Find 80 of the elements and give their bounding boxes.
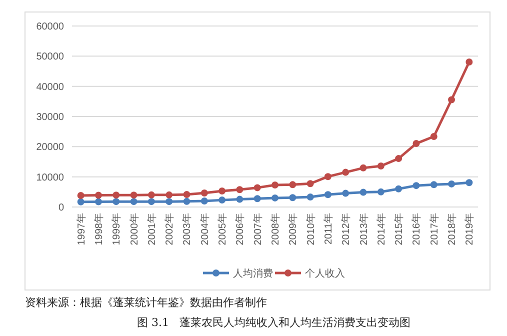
x-tick-label: 2018年 (446, 213, 458, 246)
x-tick-label: 2010年 (304, 213, 317, 246)
point (466, 58, 473, 66)
point (254, 184, 261, 192)
point (289, 194, 296, 202)
x-tick-label: 1999年 (110, 213, 123, 246)
x-tick-label: 2006年 (234, 213, 246, 246)
point (448, 96, 456, 104)
point (112, 192, 120, 199)
y-tick-label: 50000 (36, 52, 64, 63)
point (342, 190, 350, 197)
x-tick-label: 2011年 (322, 213, 334, 245)
x-tick-label: 2002年 (164, 213, 176, 246)
point (183, 198, 190, 205)
x-tick-label: 1998年 (92, 213, 105, 246)
x-tick-label: 2016年 (410, 213, 423, 246)
x-tick-label: 2017年 (428, 213, 440, 246)
point (466, 179, 473, 186)
y-tick-label: 20000 (36, 142, 64, 154)
x-tick-label: 2001年 (146, 213, 158, 246)
point (200, 197, 208, 204)
point (148, 191, 155, 198)
x-tick-label: 2003年 (181, 213, 194, 246)
point (218, 196, 226, 204)
x-tick-label: 2012年 (340, 213, 352, 246)
y-tick-label: 10000 (36, 172, 64, 184)
point (94, 192, 102, 199)
point (324, 191, 332, 198)
x-tick-label: 2008年 (270, 213, 282, 246)
point (183, 190, 190, 198)
point (412, 182, 420, 190)
y-tick-label: 60000 (36, 22, 64, 32)
point (377, 188, 384, 196)
x-tick-label: 2009年 (287, 213, 300, 246)
point (272, 194, 278, 202)
point (360, 188, 367, 196)
y-tick-label: 30000 (36, 112, 64, 123)
point (130, 192, 138, 199)
point (166, 198, 173, 206)
x-tick-label: 2000年 (128, 213, 140, 246)
point (77, 198, 84, 206)
y-tick-label: 40000 (36, 82, 64, 93)
point (289, 181, 296, 188)
caption: 图 3.1 蓬莱农民人均纯收入和人均生活消费支出变动图 (137, 316, 410, 329)
point (306, 194, 314, 201)
y-tick-label: 0 (58, 202, 64, 214)
point (218, 188, 226, 195)
point (200, 189, 208, 196)
point (324, 173, 332, 180)
point (112, 198, 120, 206)
point (272, 181, 278, 188)
x-tick-label: 2015年 (393, 213, 406, 246)
point (395, 185, 402, 192)
legend-label: 人均消费 (233, 268, 273, 280)
point (254, 195, 261, 202)
point (395, 155, 402, 162)
point (360, 164, 367, 172)
point (130, 198, 138, 206)
x-tick-label: 2019年 (464, 213, 476, 246)
point (77, 192, 84, 200)
x-tick-label: 2004年 (198, 213, 211, 246)
point (94, 198, 102, 206)
point (430, 181, 438, 188)
point (377, 162, 384, 170)
point (236, 196, 244, 203)
x-tick-label: 2013年 (358, 213, 370, 246)
point (342, 168, 350, 176)
point (412, 140, 420, 148)
x-tick-label: 2005年 (216, 213, 229, 246)
point (166, 191, 173, 198)
point (148, 198, 155, 206)
x-tick-label: 2007年 (252, 213, 264, 246)
x-tick-label: 1997年 (75, 213, 88, 246)
point (306, 180, 314, 188)
text: 资料来源：根据《蓬莱统计年鉴》数据由作者制作 (25, 296, 267, 309)
point (430, 133, 438, 140)
point (448, 180, 456, 188)
x-tick-label: 2014年 (375, 213, 388, 246)
point (236, 186, 244, 194)
legend-label: 个人收入 (305, 268, 345, 280)
